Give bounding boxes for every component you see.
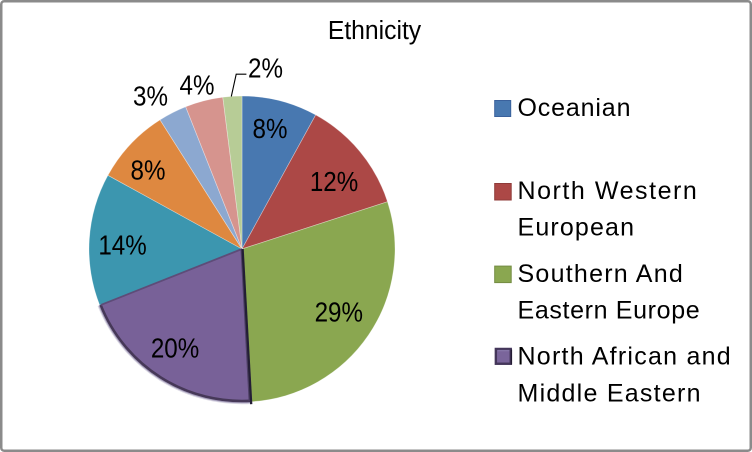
svg-text:8%: 8% — [253, 112, 288, 144]
svg-text:2%: 2% — [248, 52, 283, 84]
svg-text:Ethnicity: Ethnicity — [328, 16, 422, 45]
svg-text:14%: 14% — [98, 229, 146, 261]
svg-text:Eastern Europe: Eastern Europe — [518, 297, 701, 325]
svg-text:8%: 8% — [131, 154, 166, 186]
svg-text:20%: 20% — [151, 332, 199, 364]
svg-text:29%: 29% — [315, 296, 363, 328]
svg-text:European: European — [518, 214, 636, 242]
svg-text:Middle Eastern: Middle Eastern — [518, 380, 702, 408]
svg-text:Southern And: Southern And — [518, 260, 685, 288]
svg-text:4%: 4% — [180, 69, 215, 101]
svg-text:North African and: North African and — [518, 343, 732, 371]
svg-text:3%: 3% — [133, 80, 168, 112]
svg-text:12%: 12% — [310, 165, 358, 197]
svg-text:North Western: North Western — [518, 177, 699, 205]
svg-text:Oceanian: Oceanian — [518, 94, 632, 122]
